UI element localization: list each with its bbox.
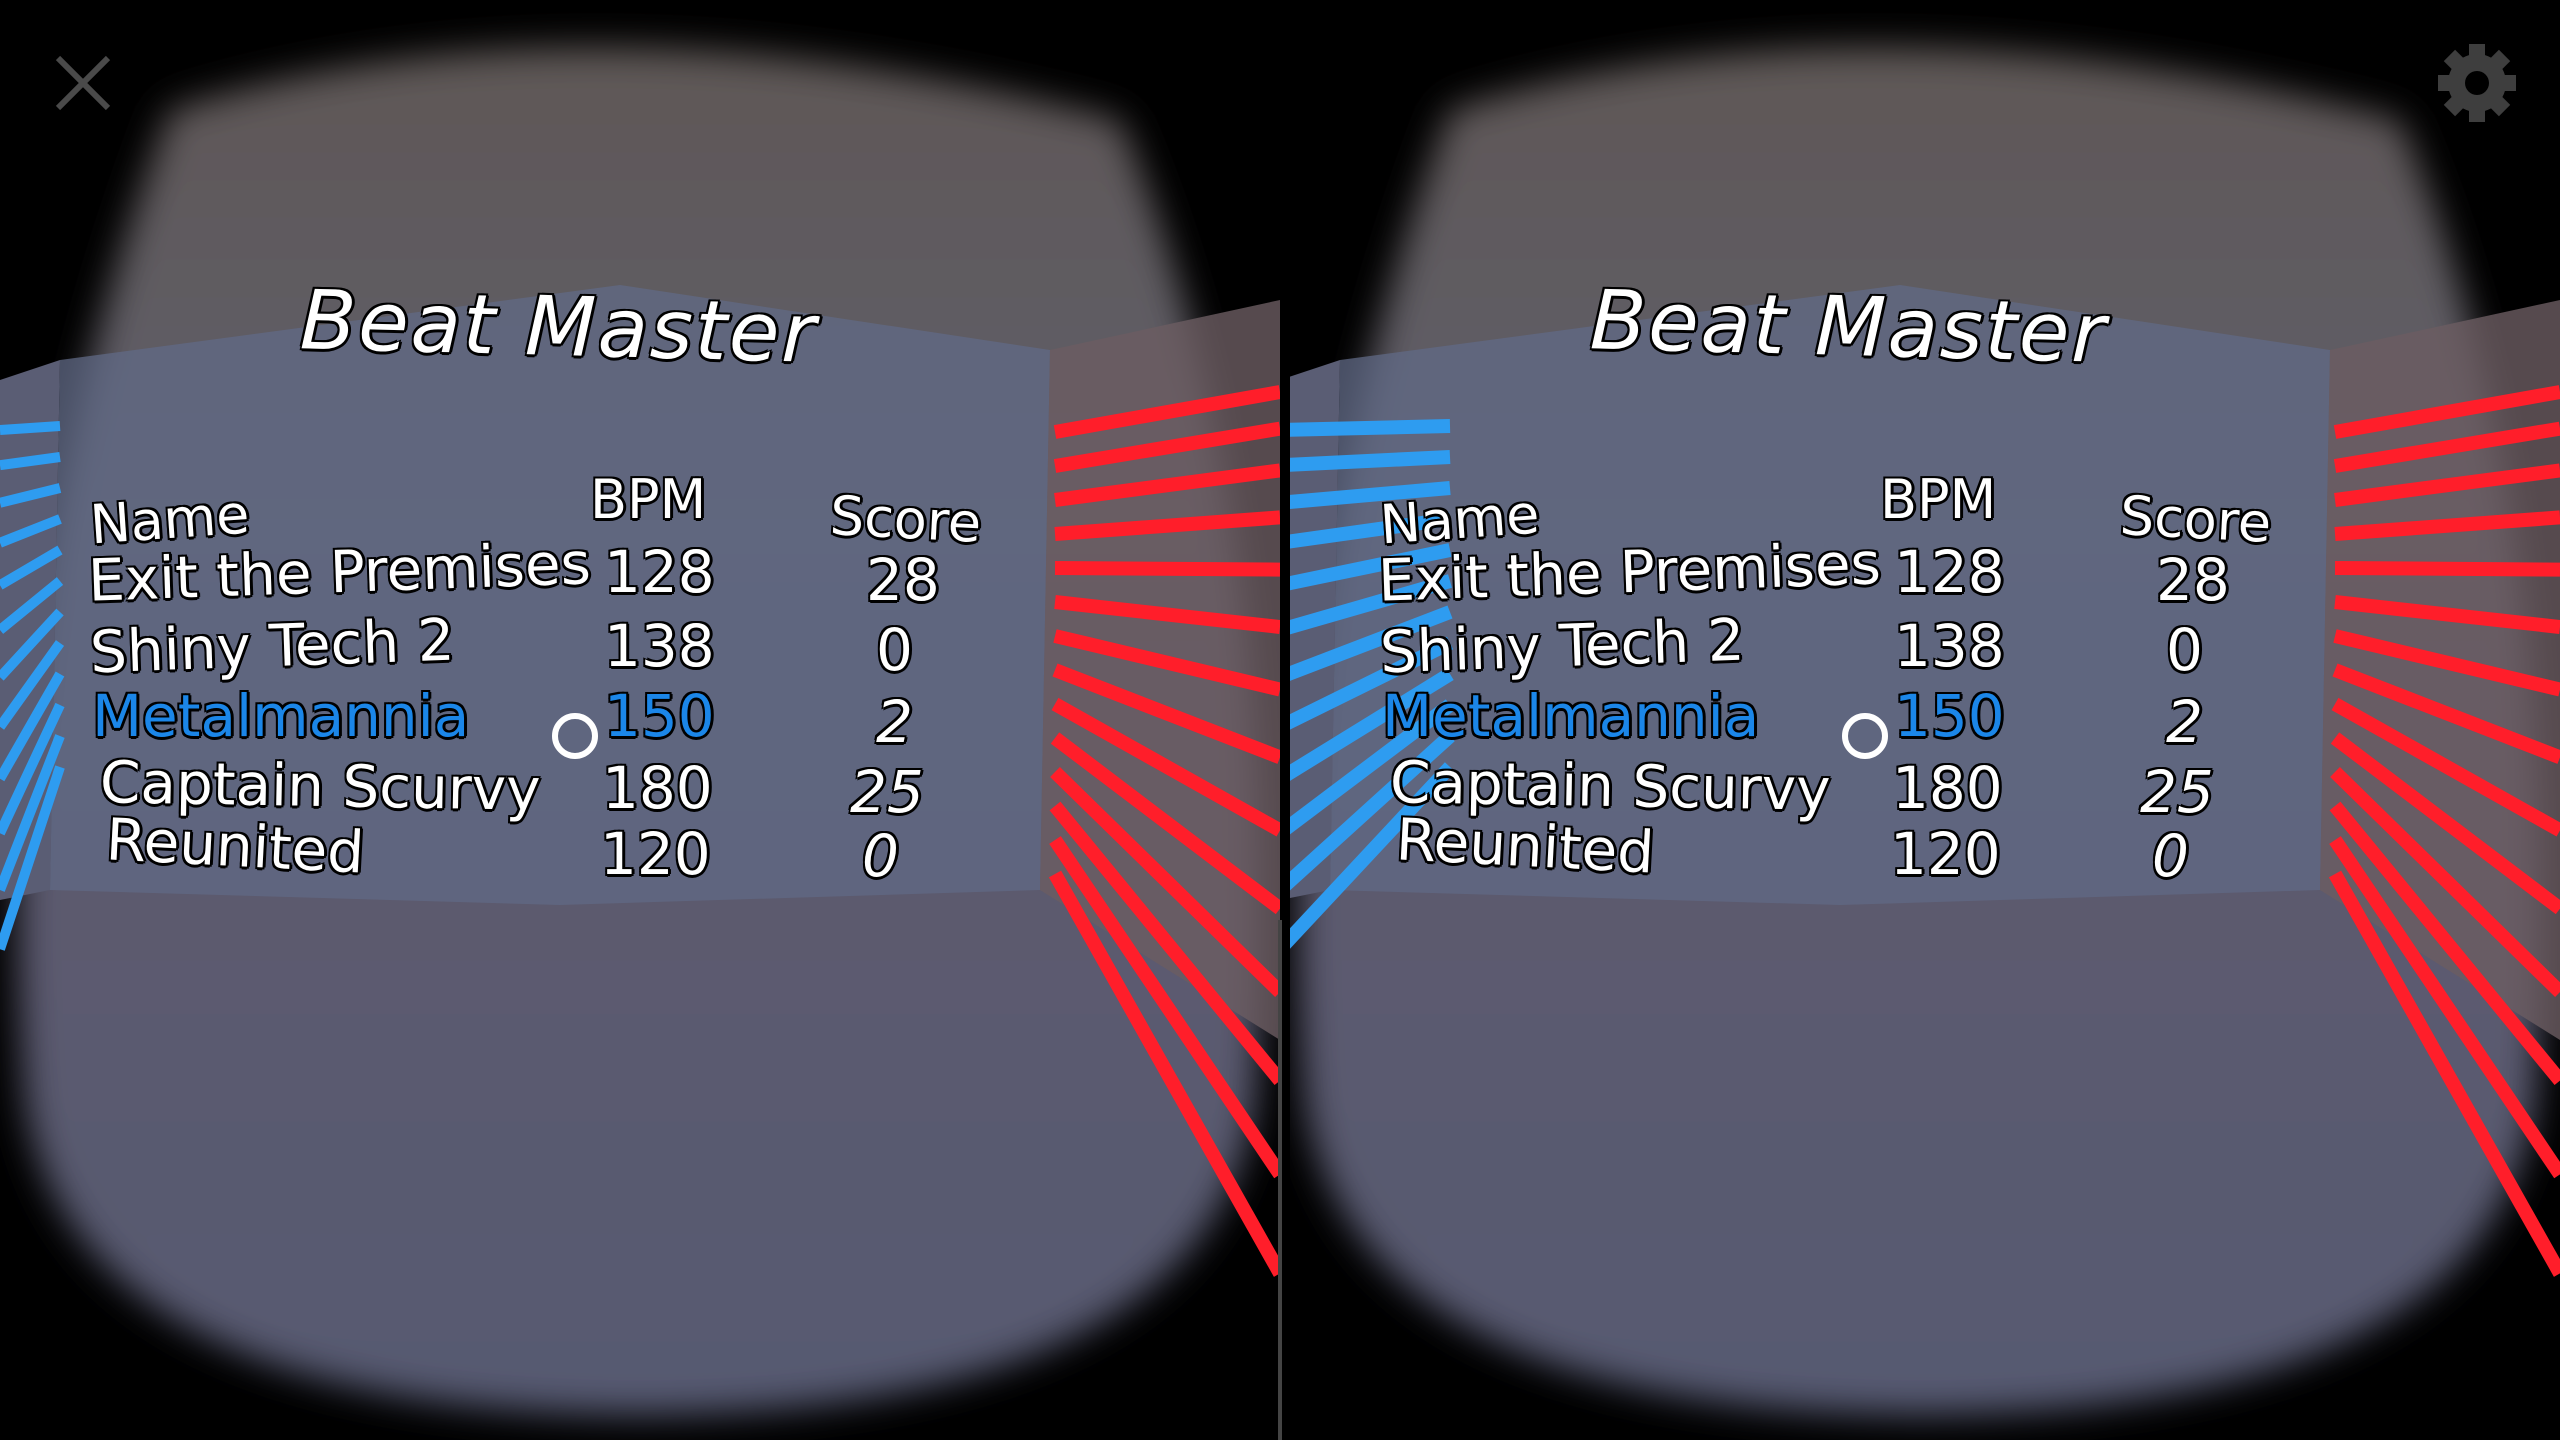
blue-stripe — [1290, 762, 1456, 949]
song-row-score: 28 — [866, 546, 940, 614]
song-row-bpm: 120 — [600, 820, 711, 888]
blue-stripe — [1290, 574, 1452, 635]
red-stripes — [2328, 385, 2560, 1277]
vr-scene — [1290, 47, 2560, 1416]
red-stripe — [1050, 732, 1280, 915]
red-stripe — [1054, 510, 1280, 541]
red-stripe — [2334, 463, 2560, 507]
red-stripe — [2331, 697, 2560, 837]
red-stripe — [1054, 595, 1280, 634]
blue-stripe — [1290, 730, 1455, 891]
blue-stripe — [0, 608, 64, 681]
gaze-cursor — [1842, 713, 1888, 759]
song-row-score: 2 — [2166, 688, 2203, 756]
song-row-name-selected[interactable]: Metalmannia — [92, 682, 470, 750]
song-row-bpm: 128 — [1894, 538, 2005, 606]
red-stripe — [2329, 801, 2560, 1086]
song-row-score: 25 — [2140, 758, 2214, 826]
red-stripe — [1051, 697, 1280, 837]
blue-stripe — [0, 421, 61, 435]
song-row-name-selected[interactable]: Metalmannia — [1382, 682, 1760, 750]
scoreboard-panel — [1330, 285, 2330, 905]
blue-stripe — [0, 452, 61, 471]
song-row-bpm: 180 — [1892, 754, 2003, 822]
song-row-bpm: 138 — [604, 612, 715, 680]
blue-stripe — [1290, 543, 1452, 591]
blue-stripe — [1290, 605, 1453, 681]
song-row-score: 28 — [2156, 546, 2230, 614]
blue-stripe — [0, 765, 65, 951]
red-stripe — [2334, 595, 2560, 634]
red-stripe — [1048, 870, 1280, 1277]
red-stripe — [1052, 663, 1280, 764]
song-row-bpm: 120 — [1890, 820, 2001, 888]
red-stripe — [1053, 385, 1280, 439]
blue-stripe — [1290, 699, 1455, 835]
song-row-score: 0 — [862, 822, 899, 890]
red-stripe — [1054, 463, 1280, 507]
blue-stripes — [0, 421, 65, 951]
blue-stripe — [1290, 636, 1454, 730]
blue-stripe — [1290, 512, 1451, 549]
blue-stripe — [0, 577, 64, 634]
red-stripe — [1054, 561, 1280, 577]
song-row-bpm: 180 — [602, 754, 713, 822]
red-stripe — [2329, 836, 2560, 1179]
blue-stripes — [1290, 419, 1456, 949]
song-row-bpm: 138 — [1894, 612, 2005, 680]
game-title: Beat Master — [1588, 273, 2109, 382]
header-bpm: BPM — [590, 468, 707, 531]
red-stripe — [2333, 421, 2560, 473]
red-stripe — [2328, 870, 2560, 1277]
red-stripe — [1049, 836, 1280, 1179]
blue-stripe — [0, 702, 65, 836]
red-stripes — [1048, 385, 1280, 1277]
song-row-score: 0 — [2152, 822, 2189, 890]
red-stripe — [2330, 766, 2560, 998]
vr-scene — [0, 47, 1280, 1416]
header-score: Score — [2118, 484, 2273, 555]
blue-stripe — [0, 671, 65, 782]
song-row-bpm-selected: 150 — [604, 682, 715, 750]
song-row-name[interactable]: Reunited — [104, 805, 366, 887]
blue-stripe — [1290, 419, 1451, 437]
song-row-score: 0 — [2166, 616, 2203, 684]
song-row-name[interactable]: Shiny Tech 2 — [88, 605, 456, 687]
red-stripe — [2334, 510, 2560, 541]
left-eye-view: Beat Master Name BPM Score Exit the Prem… — [0, 47, 1280, 1416]
eye-divider — [1278, 920, 1282, 1440]
blue-stripe — [0, 734, 65, 892]
song-row-name[interactable]: Reunited — [1394, 805, 1656, 887]
blue-stripe — [1290, 450, 1451, 472]
close-icon[interactable] — [52, 52, 114, 118]
blue-stripe — [0, 514, 62, 548]
blue-stripe — [1290, 481, 1451, 509]
red-stripe — [2330, 732, 2560, 915]
blue-stripe — [0, 483, 62, 508]
gear-icon[interactable] — [2436, 42, 2518, 128]
right-eye-view: Beat Master Name BPM Score Exit the Premises… — [1290, 0, 2560, 1440]
red-stripe — [1049, 801, 1280, 1086]
header-score: Score — [828, 484, 983, 555]
game-title: Beat Master — [298, 273, 819, 382]
blue-stripe — [0, 640, 65, 730]
song-row-bpm: 128 — [604, 538, 715, 606]
red-stripe — [1053, 421, 1280, 473]
red-stripe — [1050, 766, 1280, 998]
scoreboard-panel — [50, 285, 1050, 905]
red-stripe — [2332, 663, 2560, 764]
blue-stripe — [0, 545, 63, 590]
red-stripe — [1053, 629, 1280, 697]
song-row-score: 2 — [876, 688, 913, 756]
song-row-bpm-selected: 150 — [1894, 682, 2005, 750]
header-bpm: BPM — [1880, 468, 1997, 531]
gaze-cursor — [552, 713, 598, 759]
red-stripe — [2333, 385, 2560, 439]
blue-stripe — [1290, 668, 1454, 781]
red-stripe — [2333, 629, 2560, 697]
red-stripe — [2334, 561, 2560, 577]
song-row-name[interactable]: Shiny Tech 2 — [1378, 605, 1746, 687]
song-row-score: 25 — [850, 758, 924, 826]
song-row-score: 0 — [876, 616, 913, 684]
